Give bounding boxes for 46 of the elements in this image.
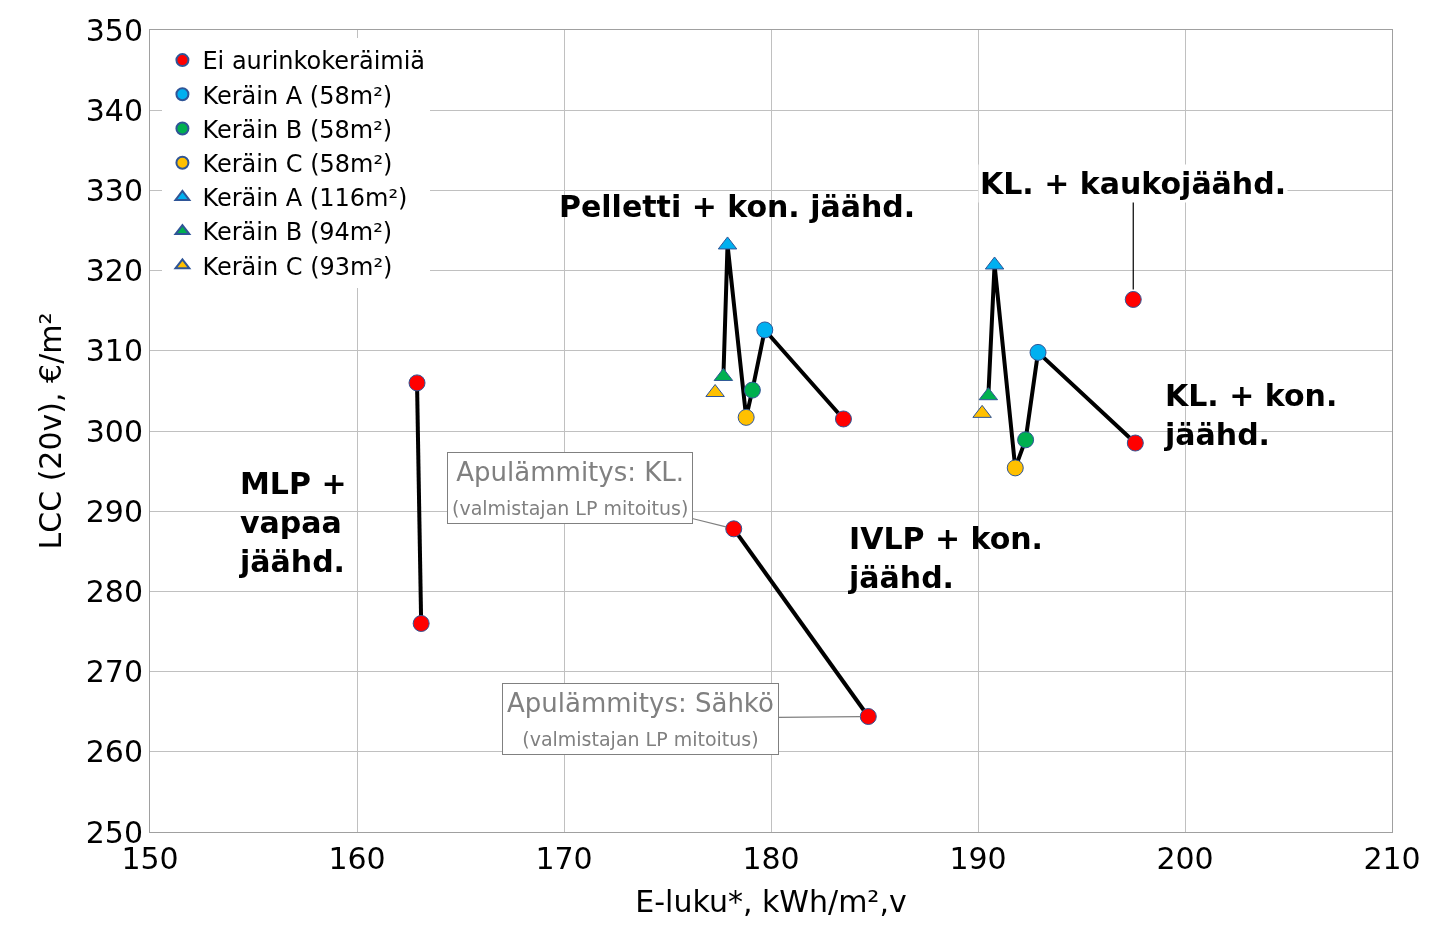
annotation: KL. + kaukojäähd. bbox=[980, 166, 1287, 201]
y-tick-label: 280 bbox=[85, 573, 143, 609]
legend-label: Keräin C (58m²) bbox=[202, 150, 393, 179]
y-tick-label: 270 bbox=[85, 654, 143, 690]
point bbox=[412, 614, 430, 632]
point bbox=[859, 708, 877, 725]
point bbox=[1017, 431, 1035, 449]
y-axis-title: LCC (20v), €/m² bbox=[32, 312, 68, 550]
point bbox=[1029, 343, 1047, 361]
x-axis-title: E-luku*, kWh/m²,v bbox=[635, 883, 907, 919]
point bbox=[1126, 434, 1144, 452]
annotation: KL. + kon. jäähd. bbox=[1164, 378, 1338, 452]
legend-label: Keräin A (116m²) bbox=[202, 184, 408, 213]
y-tick-label: 300 bbox=[85, 413, 143, 449]
point bbox=[743, 381, 761, 399]
y-tick-label: 340 bbox=[85, 92, 143, 128]
annotation: Pelletti + kon. jäähd. bbox=[559, 189, 916, 224]
y-tick-label: 310 bbox=[85, 333, 143, 369]
y-tick-label: 290 bbox=[85, 493, 143, 529]
point bbox=[725, 520, 743, 538]
x-tick-label: 200 bbox=[1156, 841, 1214, 876]
annotation: Apulämmitys: KL. (valmistajan LP mitoitus) bbox=[452, 457, 689, 519]
legend-label: Keräin C (93m²) bbox=[202, 252, 393, 281]
point bbox=[1124, 290, 1142, 308]
legend-label: Keräin B (58m²) bbox=[202, 115, 393, 144]
x-tick-label: 180 bbox=[742, 841, 800, 876]
y-tick-label: 350 bbox=[85, 12, 143, 48]
x-tick-label: 170 bbox=[535, 841, 593, 876]
annotation: MLP + vapaa jäähd. bbox=[239, 466, 347, 579]
legend-label: Ei aurinkokeräimiä bbox=[202, 47, 426, 76]
legend-label: Keräin B (94m²) bbox=[202, 218, 393, 247]
x-tick-label: 190 bbox=[949, 841, 1007, 876]
x-tick-label: 210 bbox=[1363, 841, 1421, 876]
legend-label: Keräin A (58m²) bbox=[202, 81, 393, 110]
point bbox=[834, 410, 852, 428]
point bbox=[737, 408, 755, 426]
point bbox=[408, 374, 426, 392]
x-tick-label: 160 bbox=[328, 841, 386, 876]
y-tick-label: 320 bbox=[85, 253, 143, 289]
y-tick-label: 330 bbox=[85, 172, 143, 208]
annotation: Apulämmitys: Sähkö (valmistajan LP mitoitus) bbox=[507, 688, 774, 750]
point bbox=[1006, 459, 1024, 477]
y-tick-label: 260 bbox=[85, 734, 143, 770]
point bbox=[756, 321, 774, 339]
point bbox=[972, 404, 992, 418]
annotation: IVLP + kon. jäähd. bbox=[848, 521, 1044, 595]
